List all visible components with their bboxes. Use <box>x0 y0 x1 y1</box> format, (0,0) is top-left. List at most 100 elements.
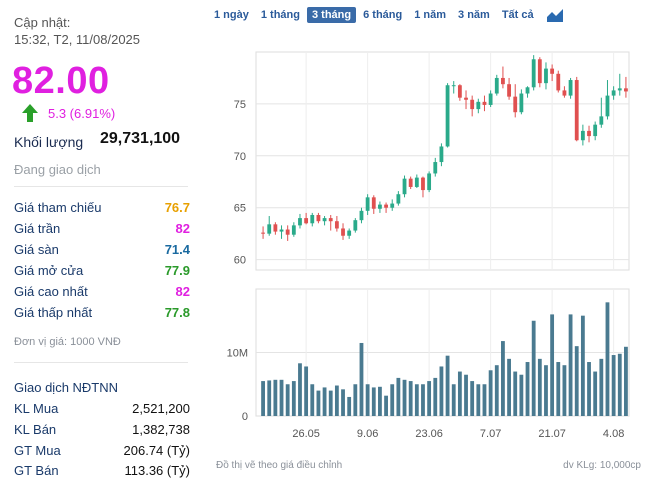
candle-body <box>451 85 456 87</box>
candle-body <box>605 95 610 117</box>
candle-body <box>580 130 585 141</box>
x-tick-label: 21.07 <box>538 428 566 440</box>
volume-bar <box>341 389 345 416</box>
candle-body <box>525 87 530 94</box>
volume-bar <box>519 374 524 416</box>
volume-bar <box>550 314 555 416</box>
candle-body <box>507 84 511 97</box>
candle-body <box>457 85 462 98</box>
candle-body <box>427 173 432 191</box>
volume-bar <box>580 315 585 416</box>
volume-bar <box>445 355 450 416</box>
volume-unit-note: dv KLg: 10,000cp <box>563 460 641 471</box>
tab-1-month[interactable]: 1 tháng <box>260 9 300 21</box>
chart-panel: 60 65 70 75 0 10M 26.05 9.06 23.06 7.07 21.07 4.08 … <box>205 0 661 478</box>
volume-bar <box>439 366 444 416</box>
volume-bar <box>617 353 622 416</box>
volume-bar <box>279 379 284 416</box>
volume-bar <box>390 384 395 416</box>
candle-body <box>599 116 604 125</box>
volume-bar <box>334 385 339 416</box>
candle-body <box>568 80 573 96</box>
volume-bar <box>359 342 364 416</box>
candle-body <box>353 220 358 231</box>
stat-value: 82 <box>175 284 190 299</box>
volume-bar <box>537 358 542 416</box>
candle-body <box>470 99 475 110</box>
period-tabs: 1 ngày 1 tháng 3 tháng 6 tháng 1 năm 3 n… <box>209 7 563 23</box>
price-volume-chart: 60 65 70 75 0 10M 26.05 9.06 23.06 7.07 21.07 4.08 <box>227 51 630 440</box>
stat-value: 77.9 <box>164 263 190 278</box>
volume-bar <box>427 381 432 416</box>
volume-bar <box>470 381 475 416</box>
volume-tick-label: 10M <box>227 348 248 360</box>
candle-body <box>519 93 524 113</box>
volume-bar <box>556 362 561 416</box>
price-plot-frame <box>255 51 630 271</box>
volume-bar <box>605 302 610 416</box>
price-change: 5.3 (6.91%) <box>48 105 116 121</box>
divider <box>14 186 188 187</box>
volume-bar <box>488 370 493 416</box>
volume-bar <box>433 377 438 416</box>
tab-6-months[interactable]: 6 tháng <box>363 9 403 21</box>
volume-bar <box>291 381 296 416</box>
volume-bar <box>464 374 468 416</box>
volume-bar <box>347 396 352 416</box>
tab-3-years[interactable]: 3 năm <box>458 9 490 21</box>
candle-body <box>439 146 444 163</box>
tab-all[interactable]: Tất cả <box>501 9 534 21</box>
volume-bar <box>593 371 598 416</box>
candle-body <box>611 90 616 96</box>
volume-bar <box>562 365 567 416</box>
volume-bar <box>402 379 407 416</box>
x-tick-label: 7.07 <box>480 428 501 440</box>
candle-body <box>556 73 561 91</box>
candle-body <box>359 210 364 221</box>
foreign-value: 206.74 (Tỷ) <box>123 443 190 458</box>
trading-status: Đang giao dịch <box>14 162 101 177</box>
x-tick-label: 9.06 <box>357 428 378 440</box>
volume-bar <box>285 384 290 416</box>
volume-bar <box>476 384 481 416</box>
foreign-row: GT Bán 113.36 (Tỷ) <box>14 463 190 478</box>
candle-body <box>334 221 339 229</box>
price-tick-label: 65 <box>234 203 246 215</box>
candle-body <box>341 228 345 236</box>
candle-body <box>624 88 628 92</box>
candle-body <box>617 88 622 91</box>
candle-body <box>537 59 542 84</box>
candle-body <box>482 101 487 105</box>
candle-body <box>279 229 284 232</box>
stat-label: Giá thấp nhất <box>14 305 93 320</box>
price-tick-label: 70 <box>234 151 246 163</box>
x-tick-label: 4.08 <box>603 428 624 440</box>
candle-body <box>261 232 265 234</box>
price-unit-note: Đơn vị giá: 1000 VNĐ <box>14 336 121 348</box>
foreign-label: GT Mua <box>14 443 61 458</box>
foreign-value: 2,521,200 <box>132 401 190 416</box>
candle-body <box>501 77 505 85</box>
foreign-label: GT Bán <box>14 463 59 478</box>
foreign-label: KL Mua <box>14 401 59 416</box>
stat-label: Giá tham chiếu <box>14 200 102 215</box>
tab-1-day[interactable]: 1 ngày <box>214 9 249 21</box>
volume-bar <box>457 371 462 416</box>
volume-bar <box>507 358 511 416</box>
tab-1-year[interactable]: 1 năm <box>414 9 447 21</box>
candle-body <box>273 224 278 232</box>
last-updated-time: 15:32, T2, 11/08/2025 <box>14 32 141 47</box>
candle-body <box>365 197 370 211</box>
foreign-trading-title: Giao dịch NĐTNN <box>14 380 119 395</box>
tab-3-months[interactable]: 3 tháng <box>306 7 357 23</box>
foreign-row: KL Mua 2,521,200 <box>14 401 190 416</box>
volume-bar <box>513 371 518 416</box>
divider <box>14 362 188 363</box>
area-chart-icon[interactable] <box>546 8 563 22</box>
stat-open: Giá mở cửa 77.9 <box>14 263 190 278</box>
stat-value: 76.7 <box>164 200 190 215</box>
candle-body <box>421 177 425 191</box>
foreign-value: 1,382,738 <box>132 422 190 437</box>
volume-bar <box>353 384 358 416</box>
volume-bar <box>328 390 333 416</box>
